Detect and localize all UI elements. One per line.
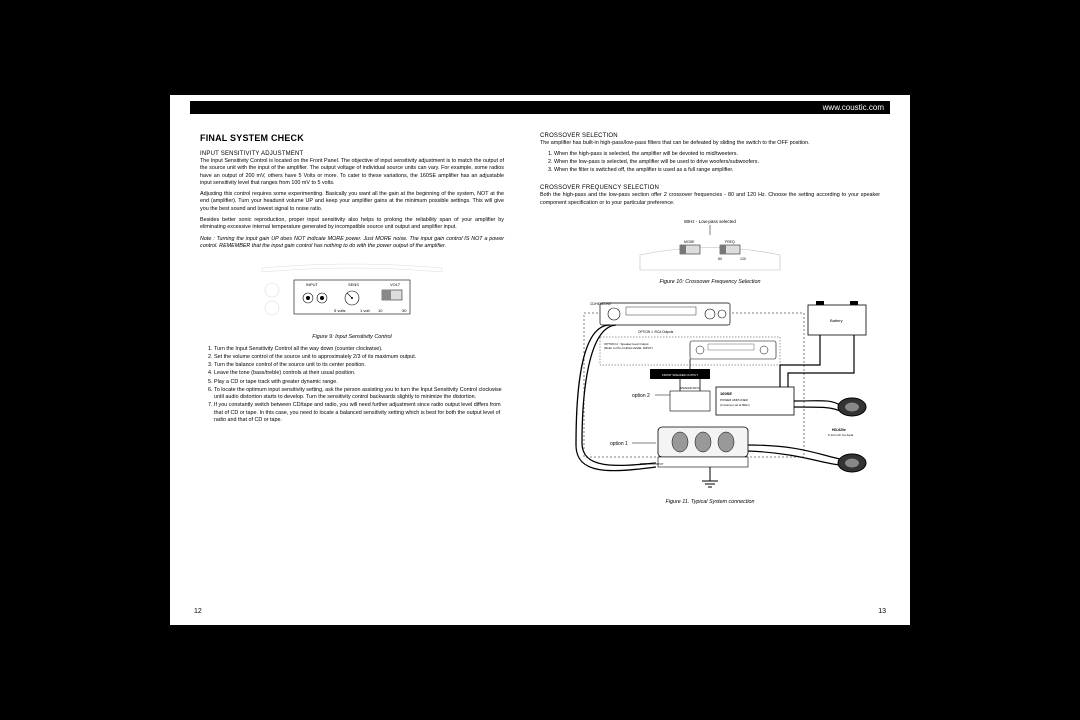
- fig11-amp-sub: POWER AMPLIFIER: [720, 398, 749, 402]
- step-5: Play a CD or tape track with greater dyn…: [214, 379, 504, 387]
- fig11-spk-in: SPEAKER INPUT: [680, 386, 701, 390]
- para-r2: Both the high-pass and the low-pass sect…: [540, 192, 880, 207]
- fig10-120: 120: [740, 257, 746, 261]
- figure-9: INPUT SENS VOLT 5 volts 1 volt 10 30: [200, 260, 504, 330]
- fig10-mode: MODE: [684, 240, 695, 244]
- figure-11: CD/HEADUNIT OPTION 1 :RCA Outputs Batter…: [540, 295, 880, 495]
- fig11-amp-note: (Crossover set at 80Hz): [720, 403, 750, 407]
- fig11-opt2b: (Refer to PG-4 HIGH LEVEL INPUT): [604, 346, 653, 350]
- step-3: Turn the balance control of the source u…: [214, 362, 504, 370]
- fig11-battery: Battery: [830, 318, 843, 323]
- step-1: Turn the Input Sensitivity Control all t…: [214, 346, 504, 354]
- fig11-hu-opt1: OPTION 1 :RCA Outputs: [638, 330, 674, 334]
- steps-list: Turn the Input Sensitivity Control all t…: [200, 346, 504, 425]
- step-2: Set the volume control of the source uni…: [214, 354, 504, 362]
- fig11-option1: option 1: [610, 441, 628, 447]
- xo-item-1: When the high-pass is selected, the ampl…: [554, 151, 880, 159]
- xo-item-2: When the low-pass is selected, the ampli…: [554, 159, 880, 167]
- step-6: To locate the optimum input sensitivity …: [214, 387, 504, 402]
- header-url: www.coustic.com: [823, 103, 884, 112]
- para-3: Besides better sonic reproduction, prope…: [200, 217, 504, 232]
- page-num-right: 13: [878, 608, 886, 615]
- fig9-10-label: 10: [378, 308, 383, 313]
- xo-item-3: When the filter is switched off, the amp…: [554, 167, 880, 175]
- figure-10: 80Hz - Low-pass selected MODE FREQ 80 12…: [540, 215, 880, 275]
- speaker-top-icon: [838, 398, 866, 416]
- para-1: The Input Sensitivity Control is located…: [200, 158, 504, 187]
- step-4: Leave the tone (bass/treble) controls at…: [214, 370, 504, 378]
- left-column: FINAL SYSTEM CHECK INPUT SENSITIVITY ADJ…: [190, 115, 522, 615]
- step-7: If you constantly switch between CD/tape…: [214, 402, 504, 425]
- subhead-input-sens: INPUT SENSITIVITY ADJUSTMENT: [200, 151, 504, 157]
- header-url-bar: www.coustic.com: [190, 101, 890, 114]
- fig11-caption: Figure 11. Typical System connection: [540, 499, 880, 505]
- fig10-caption: Figure 10: Crossover Frequency Selection: [540, 279, 880, 285]
- right-column: CROSSOVER SELECTION The amplifier has bu…: [522, 115, 890, 615]
- fig11-option2: option 2: [632, 393, 650, 399]
- para-2: Adjusting this control requires some exp…: [200, 191, 504, 213]
- fig11-spk-sub: 6 1/2 inch Co-Axial: [828, 433, 854, 437]
- fig9-1v-label: 1 volt: [360, 308, 370, 313]
- fig9-sens-label: SENS: [348, 282, 359, 287]
- note-text: Note : Turning the input gain UP does NO…: [200, 236, 504, 251]
- subhead-crossover-sel: CROSSOVER SELECTION: [540, 133, 880, 139]
- fig11-spk-out: FRONT SPEAKER OUTPUT: [662, 373, 698, 377]
- fig9-volt-label: VOLT: [390, 282, 401, 287]
- fig10-freq: FREQ: [725, 240, 735, 244]
- fig9-caption: Figure 9: Input Sensitivity Control: [200, 334, 504, 340]
- fig9-30-label: 30: [402, 308, 407, 313]
- speaker-bottom-icon: [838, 454, 866, 472]
- para-r1: The amplifier has built-in high-pass/low…: [540, 140, 880, 147]
- crossover-list: When the high-pass is selected, the ampl…: [540, 151, 880, 175]
- fig11-amp-model: 160SE: [720, 391, 732, 396]
- fig9-input-label: INPUT: [306, 282, 319, 287]
- fig10-label: 80Hz - Low-pass selected: [684, 219, 736, 224]
- subhead-crossover-freq: CROSSOVER FREQUENCY SELECTION: [540, 185, 880, 191]
- section-title: FINAL SYSTEM CHECK: [200, 133, 504, 143]
- page-num-left: 12: [194, 608, 202, 615]
- fig11-spk-model: HD-620e: [832, 428, 846, 432]
- fig10-80: 80: [718, 257, 722, 261]
- fig11-cd-hu: CD/HEADUNIT: [590, 302, 612, 306]
- fig9-5v-label: 5 volts: [334, 308, 346, 313]
- manual-page-spread: www.coustic.com FINAL SYSTEM CHECK INPUT…: [170, 95, 910, 625]
